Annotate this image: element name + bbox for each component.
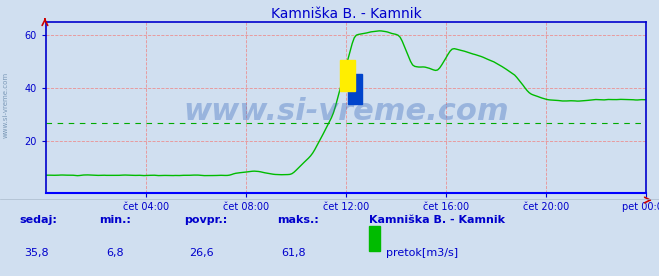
- Text: min.:: min.:: [99, 215, 130, 225]
- Title: Kamniška B. - Kamnik: Kamniška B. - Kamnik: [271, 7, 421, 21]
- Text: www.si-vreme.com: www.si-vreme.com: [183, 97, 509, 126]
- Text: sedaj:: sedaj:: [20, 215, 57, 225]
- Text: povpr.:: povpr.:: [185, 215, 228, 225]
- Text: www.si-vreme.com: www.si-vreme.com: [2, 72, 9, 138]
- Text: 6,8: 6,8: [107, 248, 124, 258]
- Text: 61,8: 61,8: [281, 248, 306, 258]
- Text: 35,8: 35,8: [24, 248, 49, 258]
- Text: 26,6: 26,6: [188, 248, 214, 258]
- Text: maks.:: maks.:: [277, 215, 318, 225]
- Text: Kamniška B. - Kamnik: Kamniška B. - Kamnik: [369, 215, 505, 225]
- Text: pretok[m3/s]: pretok[m3/s]: [386, 248, 457, 258]
